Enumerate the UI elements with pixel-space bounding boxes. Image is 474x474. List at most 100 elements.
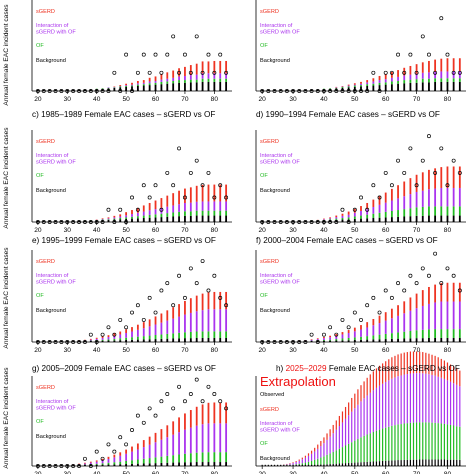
panel-g-bar-interaction-46 [113,457,116,463]
panel-a-bar-of-48 [119,86,122,88]
panel-e-bar-base-46 [113,340,116,342]
panel-g-bar-base-66 [172,464,175,466]
panel-d-bar-sgerd-60 [384,192,387,203]
panel-d-bar-interaction-48 [347,214,350,218]
panel-g-bar-of-46 [113,462,116,465]
panel-d-bar-background-46 [341,219,344,222]
panel-h-xtick-label-30: 30 [289,471,297,474]
panel-c-bar-background-66 [172,216,175,222]
panel-h-bar-base-38 [317,464,319,466]
panel-c-bar-base-60 [154,220,157,222]
panel-c-observed-42 [100,220,105,224]
panel-g-observed-56 [141,420,146,425]
panel-d-bar-of-72 [421,206,424,216]
panel-c-bar-base-58 [148,220,151,222]
panel-g-title: g) 2005–2009 Female EAC cases – sGERD vs… [32,364,216,373]
panel-f-bar-base-36 [310,340,313,342]
panel-b-bar-background-60 [384,84,387,91]
panel-a-bar-interaction-78 [207,73,210,79]
panel-a-observed-64 [165,52,170,57]
panel-a-bar-interaction-62 [160,79,163,82]
panel-h-bar-interaction-43 [332,433,334,452]
panel-f-xtick-label-80: 80 [444,347,452,354]
panel-d-bar-sgerd-54 [366,202,369,210]
panel-f-observed-56 [371,295,376,300]
panel-a-bar-of-60 [154,82,157,85]
panel-e-legend-sgerd: sGERD [36,259,55,265]
panel-b-bar-sgerd-64 [397,70,399,77]
panel-f-bar-of-40 [323,339,325,341]
panel-e-bar-base-48 [119,340,122,342]
panel-c-bar-base-54 [136,220,139,222]
panel-e-bar-base-76 [201,340,204,342]
panel-c-bar-of-56 [142,215,145,219]
panel-g-bar-sgerd-64 [166,425,169,438]
panel-e-bar-sgerd-70 [184,300,186,315]
panel-b-bar-interaction-66 [403,75,406,81]
panel-h-bar-background-66 [403,459,405,466]
panel-b-bar-background-62 [390,84,393,91]
panel-c-bar-background-70 [184,215,186,222]
panel-g-legend-background: Background [36,434,66,440]
panel-g-bar-base-48 [119,464,122,466]
panel-e-bar-of-54 [136,336,139,340]
panel-c-observed-62 [159,207,164,212]
panel-c-observed-20 [35,220,40,224]
panel-c-bar-base-80 [213,220,216,222]
panel-h-bar-sgerd-30 [292,462,294,463]
panel-a-observed-46 [112,70,117,75]
panel-c-bar-of-62 [160,213,163,218]
panel-a-bar-interaction-60 [154,80,157,83]
panel-h-bar-background-72 [422,459,424,466]
panel-f-bar-interaction-42 [329,337,332,340]
panel-b-bar-interaction-74 [428,72,430,79]
panel-h-bar-base-77 [437,464,439,466]
panel-h-bar-background-81 [449,459,452,466]
panel-h-bar-background-54 [366,461,368,466]
panel-e-bar-of-52 [131,337,133,340]
panel-c-bar-background-46 [113,219,116,222]
panel-c-bar-sgerd-64 [166,195,169,207]
panel-h-bar-of-80 [446,424,449,460]
panel-d-bar-sgerd-62 [390,188,393,201]
panel-e-bar-sgerd-72 [189,298,192,313]
panel-e-observed-80 [212,273,217,278]
panel-b-bar-base-82 [452,89,455,91]
panel-h-xtick-label-40: 40 [320,471,328,474]
panel-b-observed-80 [445,52,450,57]
panel-f-observed-30 [291,340,296,344]
panel-f-observed-26 [278,340,283,344]
panel-b-bar-sgerd-84 [458,58,461,72]
panel-b-bar-background-76 [434,81,437,91]
panel-a-bar-background-84 [225,81,228,91]
panel-f-bar-of-52 [360,336,362,340]
panel-c-observed-38 [88,220,93,224]
panel-c-bar-interaction-68 [178,204,180,212]
panel-d-bar-of-78 [440,206,443,216]
panel-d-observed-34 [303,220,308,224]
panel-e-bar-base-66 [172,340,175,342]
panel-e-observed-30 [65,340,70,344]
panel-h-bar-background-61 [388,460,390,466]
panel-d-bar-background-70 [415,215,418,222]
panel-h-bar-base-22 [267,464,269,466]
panel-a-bar-interaction-74 [195,74,198,80]
panel-c-bar-of-52 [131,216,133,219]
panel-d-bar-base-70 [415,220,418,222]
panel-h-bar-interaction-53 [363,398,365,436]
panel-b-observed-74 [426,52,431,57]
panel-c-bar-interaction-66 [172,205,175,213]
panel-g-bar-of-80 [213,452,216,463]
panel-h-bar-sgerd-46 [341,411,344,423]
panel-d: 20 30 40 50 60 70 80 d) 1990–1994 Female EAC ca… [255,110,466,234]
panel-h-bar-base-27 [283,464,285,466]
panel-b-bar-base-38 [316,89,319,91]
panel-h-bar-of-56 [372,431,374,462]
panel-f-bar-of-82 [452,329,455,338]
panel-e-observed-66 [171,303,176,308]
panel-g-bar-of-82 [219,452,222,463]
panel-g-bar-interaction-76 [201,424,204,453]
panel-e-bar-background-74 [195,337,198,342]
panel-h-bar-sgerd-83 [456,368,458,385]
panel-e-bar-sgerd-82 [219,291,222,310]
